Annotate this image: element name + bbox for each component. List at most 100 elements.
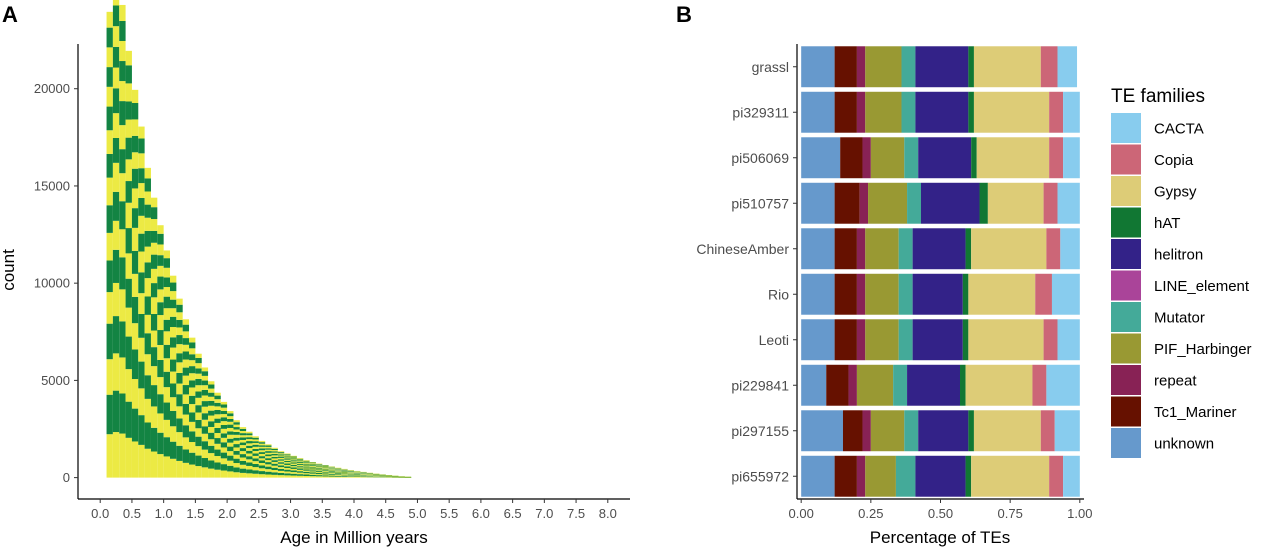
bar-segment-repeat bbox=[856, 46, 866, 88]
histogram-bar-segment bbox=[163, 258, 170, 268]
bar-segment-unknown bbox=[801, 364, 827, 406]
histogram-bars bbox=[106, 0, 412, 478]
histogram-bar-segment bbox=[265, 456, 272, 459]
sample-label: Leoti bbox=[759, 332, 789, 348]
histogram-bar-segment bbox=[208, 392, 215, 397]
bar-segment-cacta bbox=[1046, 364, 1080, 406]
histogram-bar-segment bbox=[290, 459, 297, 461]
histogram-bar-segment bbox=[246, 443, 253, 446]
histogram-bar-segment bbox=[334, 471, 342, 472]
bar-segment-copia bbox=[1032, 364, 1047, 406]
histogram-bar-segment bbox=[258, 456, 266, 459]
bar-segment-hat bbox=[968, 410, 974, 452]
histogram-bar-segment bbox=[239, 442, 247, 446]
histogram-bar-segment bbox=[176, 312, 183, 320]
histogram-bar-segment bbox=[150, 427, 158, 452]
bar-segment-pif-harbinger bbox=[870, 410, 905, 452]
histogram-bar-segment bbox=[170, 458, 177, 478]
histogram-bar-segment bbox=[277, 460, 285, 463]
histogram-bar-segment bbox=[170, 371, 177, 384]
histogram-bar-segment bbox=[119, 257, 126, 290]
histogram-bar-segment bbox=[144, 262, 151, 279]
histogram-bar-segment bbox=[271, 452, 278, 454]
histogram-bar-segment bbox=[284, 473, 291, 476]
histogram-bar-segment bbox=[131, 323, 139, 350]
histogram-bar-segment bbox=[214, 399, 221, 403]
histogram-bar-segment bbox=[309, 463, 316, 465]
histogram-bar-segment bbox=[290, 468, 297, 471]
histogram-bar-segment bbox=[208, 453, 215, 461]
histogram-bar-segment bbox=[290, 475, 297, 478]
histogram-bar-segment bbox=[157, 432, 164, 455]
histogram-bar-segment bbox=[157, 377, 164, 395]
histogram-bar-segment bbox=[227, 416, 234, 419]
histogram-bar-segment bbox=[277, 470, 285, 473]
histogram-bar-segment bbox=[157, 359, 164, 378]
histogram-bar-segment bbox=[284, 463, 291, 465]
histogram-bar-segment bbox=[106, 177, 113, 206]
histogram-bar-segment bbox=[284, 459, 291, 461]
histogram-bar-segment bbox=[252, 467, 259, 471]
histogram-bar-segment bbox=[258, 468, 266, 472]
bar-segment-mutator bbox=[907, 182, 921, 224]
histogram-bar-segment bbox=[315, 469, 323, 471]
bar-segment-helitron bbox=[912, 273, 963, 315]
bar-segment-unknown bbox=[801, 182, 835, 224]
histogram-bar-segment bbox=[170, 327, 177, 338]
histogram-bar-segment bbox=[284, 464, 291, 467]
histogram-bar-segment bbox=[258, 450, 266, 453]
histogram-bar-segment bbox=[112, 316, 120, 354]
histogram-bar-segment bbox=[189, 412, 196, 422]
histogram-bar-segment bbox=[303, 462, 310, 464]
histogram-bar-segment bbox=[163, 456, 170, 478]
histogram-bar-segment bbox=[182, 462, 190, 478]
bar-segment-cacta bbox=[1063, 455, 1080, 497]
histogram-bar-segment bbox=[163, 402, 170, 420]
bar-segment-repeat bbox=[856, 91, 866, 133]
sample-label: pi510757 bbox=[731, 195, 789, 211]
histogram-bar-segment bbox=[144, 230, 151, 247]
histogram-bar-segment bbox=[271, 450, 278, 452]
histogram-bar-segment bbox=[309, 469, 316, 471]
histogram-bar-segment bbox=[315, 465, 323, 467]
histogram-bar-segment bbox=[150, 366, 158, 386]
histogram-bar-segment bbox=[131, 135, 139, 153]
histogram-bar-segment bbox=[144, 296, 151, 315]
histogram-bar-segment bbox=[106, 434, 113, 478]
histogram-bar-segment bbox=[170, 359, 177, 372]
histogram-bar-segment bbox=[201, 401, 209, 407]
legend-label: helitron bbox=[1154, 247, 1203, 264]
legend-swatch-helitron bbox=[1111, 239, 1141, 269]
x-tick-label: 7.0 bbox=[535, 506, 553, 521]
histogram-bar-segment bbox=[252, 446, 259, 449]
histogram-bar-segment bbox=[315, 464, 323, 465]
histogram-bar-segment bbox=[106, 67, 113, 87]
histogram-bar-segment bbox=[328, 474, 335, 476]
histogram-bar-segment bbox=[341, 473, 348, 475]
histogram-bar-segment bbox=[233, 434, 240, 438]
histogram-bar-segment bbox=[328, 471, 335, 473]
histogram-bar-segment bbox=[195, 419, 202, 429]
histogram-bar-segment bbox=[131, 89, 139, 103]
histogram-bar-segment bbox=[112, 353, 120, 391]
x-tick-label: 0.00 bbox=[789, 506, 814, 521]
histogram-bar-segment bbox=[157, 265, 164, 277]
histogram-bar-segment bbox=[189, 373, 196, 381]
y-tick-label: 0 bbox=[63, 470, 70, 485]
histogram-bar-segment bbox=[131, 296, 139, 324]
histogram-bar-segment bbox=[233, 450, 240, 455]
histogram-bar-segment bbox=[303, 473, 310, 475]
histogram-bar-segment bbox=[195, 391, 202, 398]
legend-label: Gypsy bbox=[1154, 184, 1197, 201]
histogram-bar-segment bbox=[125, 50, 132, 66]
histogram-bar-segment bbox=[201, 406, 209, 414]
histogram-bar-segment bbox=[163, 319, 170, 332]
histogram-bar-segment bbox=[131, 152, 139, 169]
histogram-bar-segment bbox=[131, 168, 139, 189]
histogram-bar-segment bbox=[309, 472, 316, 474]
histogram-bar-segment bbox=[150, 207, 158, 220]
histogram-bar-segment bbox=[163, 331, 170, 345]
bar-segment-helitron bbox=[915, 91, 969, 133]
bar-segment-tc1-mariner bbox=[834, 228, 857, 270]
bar-segment-repeat bbox=[862, 137, 871, 179]
